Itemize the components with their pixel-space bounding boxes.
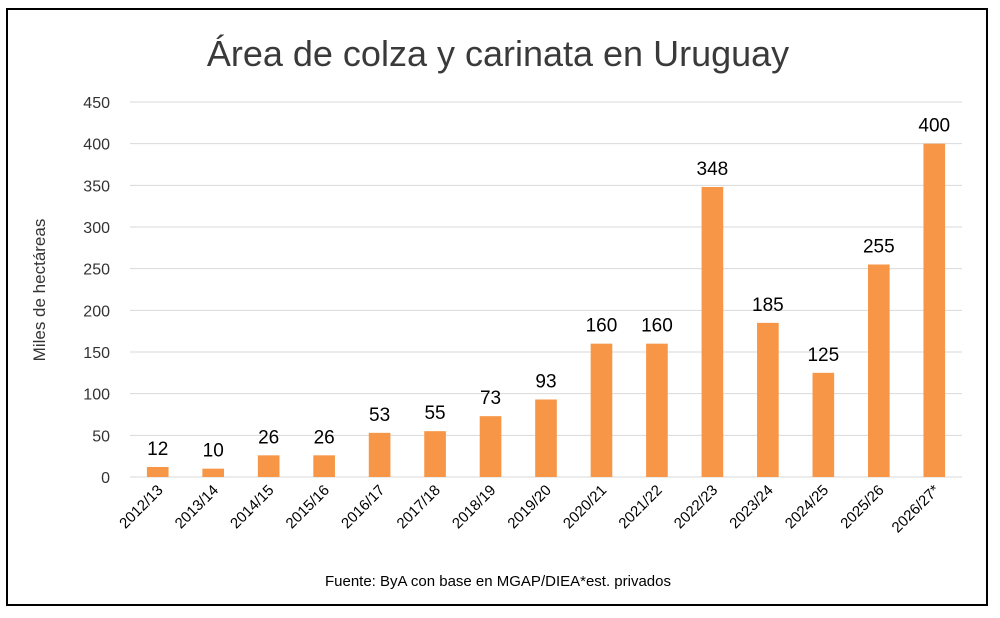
bar	[590, 343, 613, 477]
y-tick-label: 450	[83, 95, 110, 112]
x-tick-label: 2019/20	[504, 482, 554, 532]
x-tick-label: 2026/27*	[889, 482, 944, 537]
data-label: 26	[258, 427, 279, 448]
y-axis-ticks: 0 50 100 150 200 250 300 350 400 450	[83, 95, 110, 487]
bar	[867, 264, 890, 477]
y-tick-label: 400	[83, 137, 110, 154]
y-tick-label: 50	[92, 428, 110, 445]
x-tick-label: 2021/22	[615, 482, 665, 532]
bar	[701, 187, 724, 477]
bar	[368, 432, 391, 477]
x-tick-label: 2015/16	[283, 482, 333, 532]
bar	[146, 467, 169, 477]
chart-title: Área de colza y carinata en Uruguay	[207, 33, 789, 74]
data-label: 93	[535, 372, 556, 393]
x-tick-label: 2023/24	[726, 482, 776, 532]
x-tick-label: 2022/23	[671, 482, 721, 532]
data-labels: 12 10 26 26 53 55 73 93 160 160 348 185 125 255 400	[147, 116, 950, 462]
data-label: 185	[752, 295, 784, 316]
data-label: 10	[203, 441, 224, 462]
x-tick-label: 2024/25	[782, 482, 832, 532]
source-note: Fuente: ByA con base en MGAP/DIEA*est. p…	[325, 573, 671, 590]
y-tick-label: 350	[83, 178, 110, 195]
data-label: 125	[807, 345, 839, 366]
y-tick-label: 300	[83, 220, 110, 237]
bar	[313, 455, 335, 477]
x-tick-label: 2013/14	[172, 482, 222, 532]
bar	[257, 455, 280, 477]
bar	[424, 431, 446, 477]
bar	[202, 468, 225, 477]
bars	[146, 143, 946, 477]
y-tick-label: 200	[83, 303, 110, 320]
data-label: 348	[697, 159, 729, 180]
bar	[535, 399, 557, 477]
x-axis-ticks: 2012/13 2013/14 2014/15 2015/16 2016/17 2017/…	[116, 482, 943, 537]
bar	[812, 372, 835, 477]
x-tick-label: 2012/13	[116, 482, 166, 532]
data-label: 53	[369, 405, 390, 426]
x-tick-label: 2017/18	[394, 482, 444, 532]
x-tick-label: 2025/26	[837, 482, 887, 532]
bar	[923, 143, 946, 477]
data-label: 12	[147, 439, 168, 460]
x-tick-label: 2014/15	[227, 482, 277, 532]
x-tick-label: 2018/19	[449, 482, 499, 532]
bar	[646, 343, 668, 477]
y-tick-label: 250	[83, 262, 110, 279]
data-label: 55	[424, 403, 445, 424]
y-axis-label: Miles de hectáreas	[30, 219, 49, 362]
data-label: 400	[918, 116, 950, 137]
bar	[479, 416, 502, 477]
y-tick-label: 0	[101, 470, 110, 487]
data-label: 73	[480, 388, 501, 409]
y-tick-label: 100	[83, 387, 110, 404]
data-label: 160	[641, 316, 673, 337]
chart-frame	[6, 8, 988, 606]
x-tick-label: 2016/17	[338, 482, 388, 532]
data-label: 255	[863, 237, 895, 258]
x-tick-label: 2020/21	[560, 482, 610, 532]
data-label: 26	[314, 427, 335, 448]
data-label: 160	[586, 316, 618, 337]
y-tick-label: 150	[83, 345, 110, 362]
bar	[757, 322, 779, 477]
